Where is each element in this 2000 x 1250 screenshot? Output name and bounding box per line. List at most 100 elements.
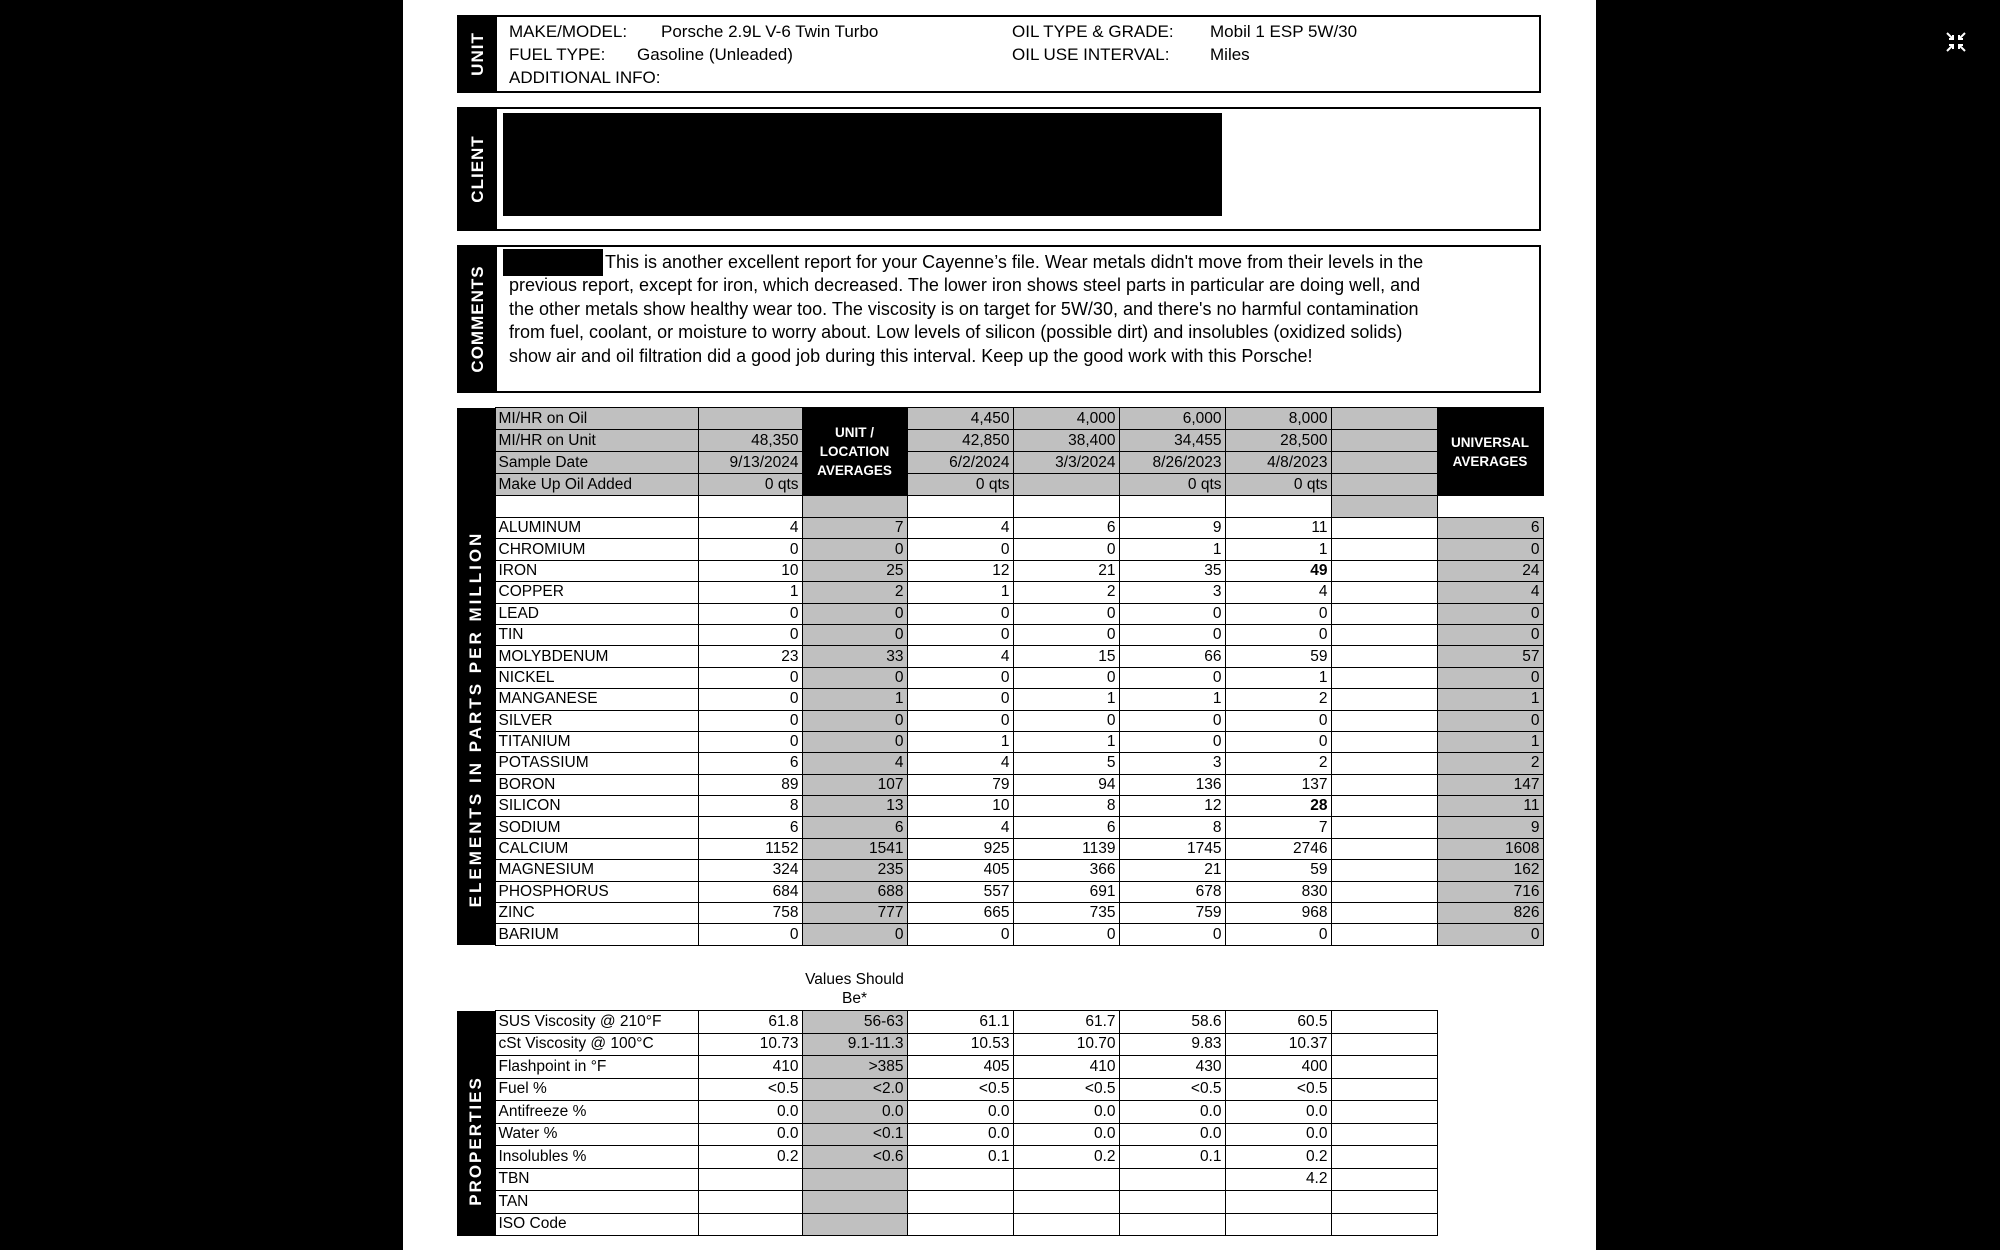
element-value-text: 2 — [1106, 583, 1116, 601]
element-value-text: 7 — [894, 519, 904, 537]
property-name: TAN — [494, 1190, 699, 1214]
property-value-text: 0.0 — [987, 1125, 1010, 1143]
element-value-text: 0 — [1106, 604, 1116, 622]
element-value: 6 — [801, 816, 908, 839]
element-value: 1 — [906, 581, 1014, 604]
element-value-text: 0 — [1212, 668, 1222, 686]
element-value-text: 8 — [1106, 797, 1116, 815]
element-value-text: 830 — [1301, 882, 1328, 900]
element-row: POTASSIUM 6 4 4 5 3 2 2 — [457, 752, 1544, 775]
property-row: Water % 0.0 <0.1 0.0 0.0 0.0 0.0 — [457, 1122, 1438, 1146]
property-value — [697, 1190, 803, 1214]
element-value: 4 — [906, 752, 1014, 775]
element-value-text: 0 — [1212, 626, 1222, 644]
element-value: 11 — [1224, 516, 1332, 540]
element-row: MOLYBDENUM 23 33 4 15 66 59 57 — [457, 645, 1544, 668]
element-value-text: 6 — [789, 754, 799, 772]
element-value-text: 1139 — [1082, 840, 1116, 858]
element-name: NICKEL — [494, 666, 699, 690]
element-value: 0 — [906, 688, 1014, 711]
element-value: 147 — [1436, 773, 1544, 797]
element-value-text: 0 — [1000, 604, 1010, 622]
property-value: 61.7 — [1012, 1010, 1120, 1034]
property-value — [906, 1212, 1014, 1236]
element-value-text: 1 — [1318, 540, 1328, 558]
element-value-text: 1 — [1212, 690, 1222, 708]
element-value-text: 162 — [1513, 861, 1540, 879]
properties-section-label: PROPERTIES — [465, 1076, 485, 1206]
element-value — [1330, 666, 1438, 690]
element-value-text: 1608 — [1505, 840, 1540, 858]
property-value: 61.1 — [906, 1010, 1014, 1034]
spacer-cell — [697, 495, 803, 518]
name-redaction — [503, 249, 603, 276]
element-row: COPPER 1 2 1 2 3 4 4 — [457, 581, 1544, 604]
element-value: 21 — [1118, 859, 1226, 882]
element-value: 0 — [1224, 709, 1332, 732]
property-value — [1224, 1190, 1332, 1214]
element-value: 0 — [906, 602, 1014, 625]
element-value: 0 — [906, 538, 1014, 561]
property-name: Insolubles % — [494, 1145, 699, 1169]
property-value-text: 0.0 — [881, 1102, 904, 1120]
fuel-type-value: Gasoline (Unleaded) — [637, 45, 793, 64]
property-name: SUS Viscosity @ 210°F — [494, 1010, 699, 1034]
element-value: 0 — [801, 623, 908, 647]
property-value-text: 0.2 — [776, 1147, 799, 1165]
property-value-text: 410 — [1089, 1057, 1116, 1075]
element-value: 4 — [906, 645, 1014, 668]
property-value-text: 4.2 — [1305, 1170, 1328, 1188]
property-value — [1330, 1167, 1438, 1191]
element-value-text: 0 — [1530, 711, 1540, 729]
element-value: 0 — [697, 709, 803, 732]
header-row: Sample Date 9/13/2024 6/2/2024 3/3/2024 8/26… — [457, 451, 1543, 474]
property-value: 60.5 — [1224, 1010, 1332, 1034]
element-name: SILICON — [494, 795, 699, 818]
element-value: 557 — [906, 880, 1014, 904]
header-value-text: 0 qts — [975, 475, 1010, 493]
element-value: 9 — [1118, 516, 1226, 540]
element-name-text: BORON — [498, 775, 556, 793]
property-name-text: Water % — [498, 1125, 558, 1143]
element-value-text: 324 — [772, 861, 799, 879]
element-value-text: 6 — [1106, 519, 1116, 537]
element-value: 3 — [1118, 581, 1226, 604]
header-value-text: 28,500 — [1280, 431, 1328, 449]
element-value: 0 — [1118, 602, 1226, 625]
element-value-text: 9 — [1212, 519, 1222, 537]
property-name-text: ISO Code — [498, 1215, 567, 1233]
property-value: 10.53 — [906, 1032, 1014, 1056]
property-value — [1012, 1190, 1120, 1214]
property-value: 0.0 — [1118, 1122, 1226, 1146]
element-value-text: 665 — [983, 904, 1010, 922]
header-label-text: Make Up Oil Added — [498, 475, 633, 493]
element-name-text: CALCIUM — [498, 840, 569, 858]
property-value-text: 60.5 — [1297, 1012, 1328, 1030]
property-value: <0.5 — [1012, 1077, 1120, 1101]
element-value-text: 21 — [1098, 561, 1116, 579]
element-value-text: 0 — [894, 925, 904, 943]
property-value-text: 0.0 — [776, 1102, 799, 1120]
element-value-text: 4 — [1530, 583, 1540, 601]
element-value: 0 — [1118, 623, 1226, 647]
element-value-text: 94 — [1098, 775, 1116, 793]
header-value-text: 8/26/2023 — [1152, 453, 1222, 471]
elements-section-bar: ELEMENTS IN PARTS PER MILLION — [457, 407, 495, 946]
element-value-text: 136 — [1195, 775, 1222, 793]
element-value-text: 21 — [1204, 861, 1222, 879]
element-value-text: 4 — [1000, 754, 1010, 772]
property-value: 0.1 — [906, 1145, 1014, 1169]
collapse-arrows-icon[interactable] — [1945, 31, 1967, 53]
element-value — [1330, 902, 1438, 925]
header-value: 8/26/2023 — [1118, 451, 1226, 474]
header-value: 34,455 — [1118, 429, 1226, 452]
element-value-text: 0 — [789, 540, 799, 558]
element-value: 59 — [1224, 859, 1332, 882]
element-value: 1541 — [801, 837, 908, 861]
element-value-text: 0 — [1318, 604, 1328, 622]
element-value-text: 9 — [1530, 818, 1540, 836]
element-value — [1330, 602, 1438, 625]
element-name-text: ZINC — [498, 904, 535, 922]
element-row: CHROMIUM 0 0 0 0 1 1 0 — [457, 538, 1544, 561]
element-value: 2746 — [1224, 837, 1332, 861]
